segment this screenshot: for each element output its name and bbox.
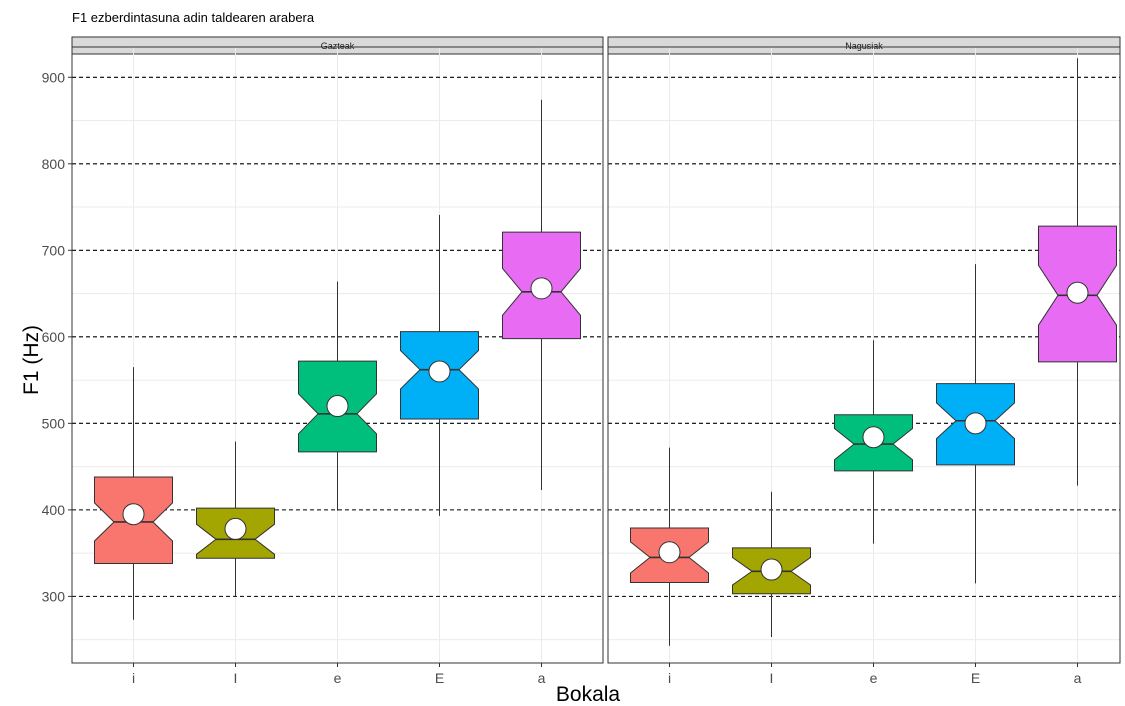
box-i — [630, 447, 709, 646]
box-E — [400, 214, 479, 516]
x-axis-title: Bokala — [556, 683, 621, 706]
box-i — [94, 367, 173, 620]
box-I — [196, 441, 275, 597]
chart-title: F1 ezberdintasuna adin taldearen arabera — [72, 10, 315, 25]
mean-marker — [862, 426, 885, 449]
mean-marker — [1066, 281, 1089, 304]
x-tick-label: a — [538, 670, 546, 686]
mean-marker — [760, 558, 783, 581]
x-tick-label: I — [770, 670, 774, 686]
strip-label: Nagusiak — [845, 41, 883, 51]
y-tick-label: 800 — [42, 156, 66, 172]
y-tick-label: 400 — [42, 502, 66, 518]
strip-label: Gazteak — [321, 41, 355, 51]
y-axis-title: F1 (Hz) — [20, 325, 43, 395]
panel-border — [607, 46, 1121, 664]
x-tick-label: i — [132, 670, 135, 686]
mean-marker — [428, 360, 451, 383]
y-tick-label: 300 — [42, 588, 66, 604]
mean-marker — [224, 517, 247, 540]
box-E — [936, 264, 1015, 584]
y-tick-label: 900 — [42, 69, 66, 85]
box-e — [298, 281, 377, 511]
x-tick-label: i — [668, 670, 671, 686]
y-tick-label: 700 — [42, 242, 66, 258]
box-e — [834, 340, 913, 544]
y-tick-label: 500 — [42, 415, 66, 431]
mean-marker — [122, 503, 145, 526]
x-tick-label: I — [234, 670, 238, 686]
x-tick-label: e — [334, 670, 342, 686]
box-a — [502, 99, 581, 490]
strip-background — [607, 36, 1121, 55]
mean-marker — [658, 541, 681, 564]
y-tick-label: 600 — [42, 329, 66, 345]
box-I — [732, 491, 811, 638]
mean-marker — [530, 277, 553, 300]
x-tick-label: E — [435, 670, 444, 686]
x-tick-label: e — [870, 670, 878, 686]
mean-marker — [326, 395, 349, 418]
box-a — [1038, 58, 1117, 486]
x-tick-label: E — [971, 670, 980, 686]
x-tick-label: a — [1074, 670, 1082, 686]
y-axis: 300 400 500 600 700 800 900 — [42, 69, 72, 604]
mean-marker — [964, 412, 987, 435]
